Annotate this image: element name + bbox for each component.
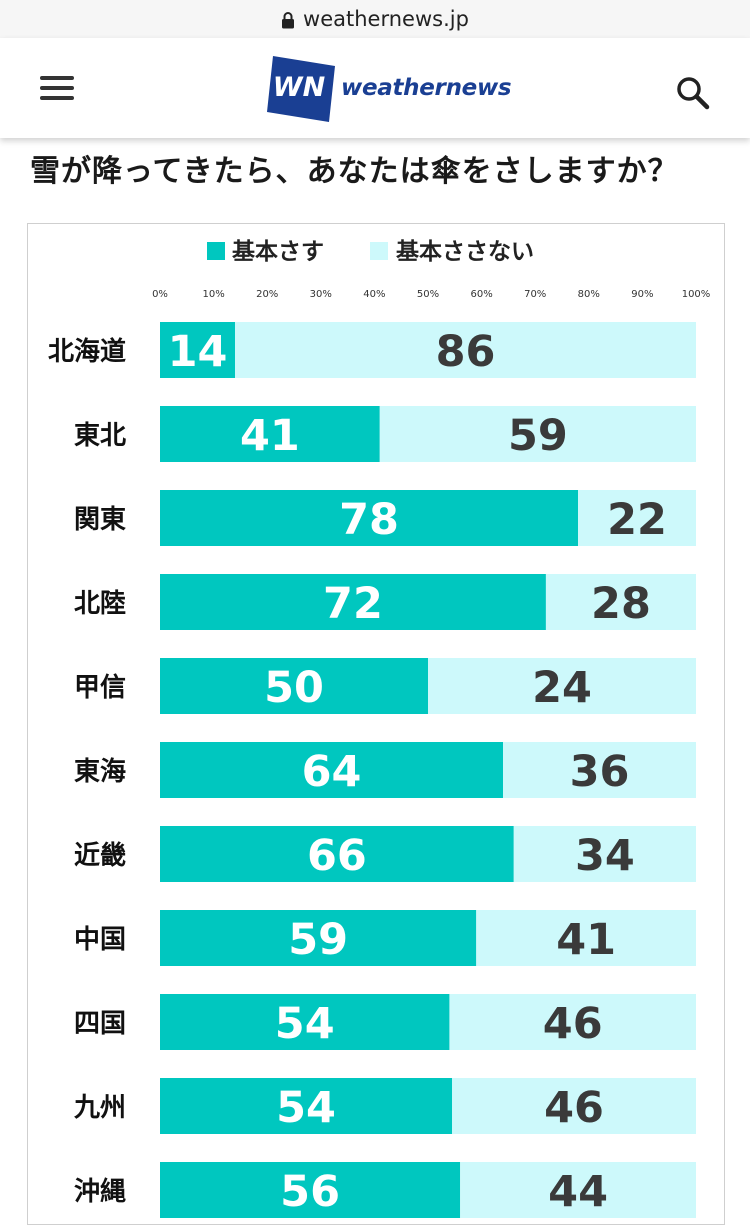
- bar-segment-yes: [160, 994, 450, 1050]
- bar-segment-no: [578, 490, 696, 546]
- category-label: 北陸: [74, 589, 126, 619]
- category-label: 北海道: [48, 336, 126, 367]
- data-label-no: 59: [508, 411, 568, 461]
- data-label-yes: 54: [276, 1083, 336, 1133]
- x-tick-label: 80%: [578, 289, 600, 300]
- x-tick-label: 40%: [363, 289, 385, 300]
- bar-segment-yes: [160, 574, 546, 630]
- bar-segment-no: [379, 406, 696, 462]
- bar-segment-no: [428, 658, 696, 714]
- x-tick-label: 10%: [202, 289, 224, 300]
- x-axis-ticks: 0% 10% 20% 30% 40% 50% 60% 70% 80% 90% 100%: [152, 289, 710, 300]
- x-tick-label: 50%: [417, 289, 439, 300]
- data-label-no: 86: [436, 327, 496, 377]
- x-tick-label: 90%: [631, 289, 653, 300]
- category-label: 東海: [74, 757, 126, 787]
- category-label: 関東: [74, 505, 126, 535]
- data-label-yes: 66: [307, 831, 367, 881]
- category-label: 近畿: [74, 841, 126, 871]
- brand-name: weathernews: [341, 75, 512, 101]
- bar-segment-yes: [160, 322, 236, 378]
- page-title: 雪が降ってきたら、あなたは傘をさしますか？: [30, 154, 679, 189]
- data-label-no: 41: [556, 915, 616, 965]
- x-tick-label: 100%: [682, 289, 711, 300]
- bar-segment-yes: [160, 406, 380, 462]
- bar-segment-no: [452, 1078, 696, 1134]
- data-label-yes: 50: [264, 663, 324, 713]
- category-label: 中国: [74, 925, 126, 955]
- legend-swatch-1: [207, 242, 225, 260]
- lock-icon: [282, 12, 295, 29]
- bar-segment-no: [503, 742, 696, 798]
- logo-mark-text: WN: [273, 72, 326, 103]
- category-label: 甲信: [74, 673, 126, 703]
- bar-segment-no: [513, 826, 696, 882]
- data-label-yes: 59: [288, 915, 348, 965]
- x-tick-label: 0%: [152, 289, 168, 300]
- bar-segment-no: [545, 574, 696, 630]
- chart-bars: 北海道 14 86 東北 41 59 関東 78 22 北陸 72 28 甲信 50 24 東海 64 36 近畿 6…: [48, 322, 697, 1218]
- category-label: 四国: [74, 1009, 126, 1039]
- category-label: 東北: [74, 421, 126, 451]
- legend-label-2: 基本ささない: [396, 239, 534, 265]
- chart-legend: 基本さす 基本ささない: [207, 239, 534, 265]
- bar-segment-yes: [160, 658, 428, 714]
- data-label-yes: 54: [275, 999, 335, 1049]
- data-label-no: 24: [532, 663, 592, 713]
- x-tick-label: 30%: [310, 289, 332, 300]
- data-label-yes: 41: [240, 411, 300, 461]
- bar-segment-yes: [160, 742, 504, 798]
- legend-swatch-2: [370, 242, 388, 260]
- bar-segment-no: [235, 322, 697, 378]
- data-label-no: 22: [607, 495, 667, 545]
- x-tick-label: 70%: [524, 289, 546, 300]
- x-tick-label: 20%: [256, 289, 278, 300]
- data-label-no: 46: [543, 999, 603, 1049]
- site-header: WN weathernews: [0, 38, 750, 138]
- bar-segment-no: [449, 994, 696, 1050]
- search-icon[interactable]: [676, 76, 710, 110]
- chart-container: 基本さす 基本ささない 0% 10% 20% 30% 40% 50% 60% 70% 80% 90%…: [27, 223, 725, 1225]
- category-label: 沖縄: [74, 1177, 126, 1207]
- bar-segment-no: [476, 910, 696, 966]
- bar-segment-yes: [160, 490, 579, 546]
- stacked-bar-chart: 基本さす 基本ささない 0% 10% 20% 30% 40% 50% 60% 70% 80% 90%…: [48, 239, 710, 1218]
- url-text: weathernews.jp: [303, 7, 469, 31]
- site-logo[interactable]: WN weathernews: [265, 52, 512, 124]
- x-tick-label: 60%: [470, 289, 492, 300]
- weathernews-logo-icon: WN: [267, 56, 335, 122]
- data-label-yes: 64: [302, 747, 362, 797]
- hamburger-menu-icon[interactable]: [40, 76, 76, 102]
- data-label-yes: 72: [323, 579, 383, 629]
- data-label-yes: 78: [339, 495, 399, 545]
- category-label: 九州: [73, 1093, 126, 1123]
- data-label-no: 44: [548, 1167, 608, 1217]
- data-label-no: 34: [575, 831, 635, 881]
- data-label-yes: 56: [280, 1167, 340, 1217]
- browser-url-bar[interactable]: weathernews.jp: [0, 0, 750, 38]
- data-label-no: 36: [570, 747, 630, 797]
- data-label-yes: 14: [168, 327, 228, 377]
- data-label-no: 28: [591, 579, 651, 629]
- legend-label-1: 基本さす: [232, 239, 324, 265]
- bar-segment-yes: [160, 1078, 453, 1134]
- bar-segment-yes: [160, 910, 477, 966]
- bar-segment-yes: [160, 826, 514, 882]
- data-label-no: 46: [544, 1083, 604, 1133]
